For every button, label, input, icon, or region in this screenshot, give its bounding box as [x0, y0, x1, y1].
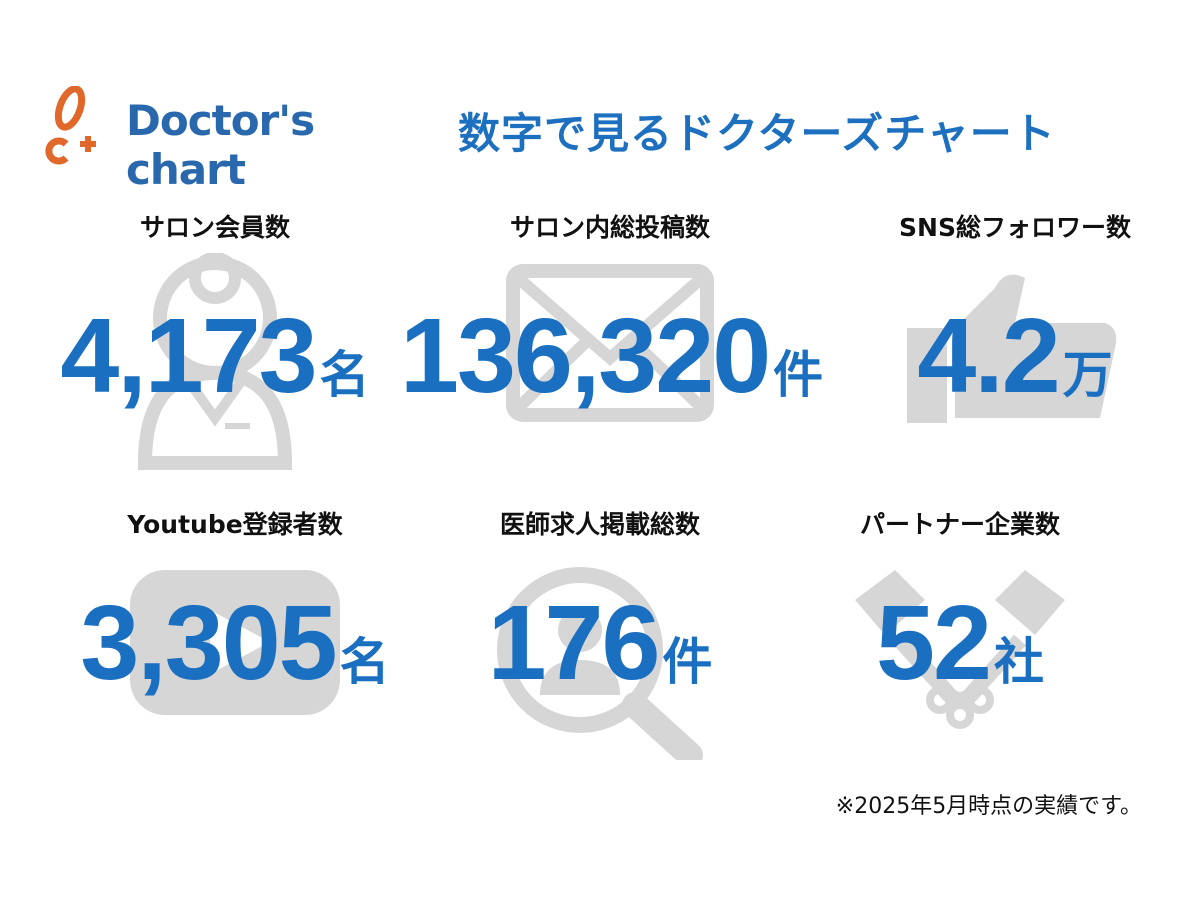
stat-number: 52 — [876, 584, 992, 702]
stat-job-listings: 医師求人掲載総数 176件 — [390, 505, 810, 765]
stat-members: サロン会員数 4,173名 — [5, 208, 425, 470]
stat-value: 52社 — [750, 583, 1170, 704]
stat-unit: 社 — [993, 634, 1044, 690]
stat-number: 4,173 — [60, 297, 317, 415]
stat-label: Youtube登録者数 — [127, 510, 343, 539]
play-button-icon — [130, 570, 340, 715]
magnifier-person-icon — [497, 567, 703, 760]
stat-unit: 名 — [319, 347, 370, 403]
handshake-icon — [855, 570, 1065, 729]
thumbs-up-icon — [907, 274, 1117, 423]
stat-value: 4.2万 — [805, 296, 1200, 417]
footnote: ※2025年5月時点の実績です。 — [835, 794, 1142, 819]
doctor-icon — [137, 253, 293, 470]
stat-value: 4,173名 — [5, 296, 425, 417]
stat-unit: 万 — [1062, 347, 1113, 403]
logo-text: Doctor's chart — [126, 96, 315, 194]
doctors-chart-logo-mark-icon — [45, 85, 96, 165]
stat-unit: 件 — [773, 347, 824, 403]
stat-partners: パートナー企業数 52社 — [750, 505, 1170, 765]
stat-label: 医師求人掲載総数 — [499, 510, 700, 539]
envelope-icon — [506, 264, 714, 422]
stat-youtube: Youtube登録者数 3,305名 — [25, 505, 445, 765]
stat-number: 4.2 — [917, 297, 1060, 415]
page-title: 数字で見るドクターズチャート — [458, 109, 1056, 158]
stat-number: 176 — [487, 584, 661, 702]
stat-label: パートナー企業数 — [859, 510, 1060, 539]
stat-label: サロン会員数 — [139, 213, 290, 242]
stat-number: 3,305 — [80, 584, 337, 702]
stat-unit: 件 — [662, 634, 713, 690]
stat-label: SNS総フォロワー数 — [899, 213, 1131, 242]
stat-sns-followers: SNS総フォロワー数 4.2万 — [805, 208, 1200, 468]
stat-unit: 名 — [339, 634, 390, 690]
stat-value: 136,320件 — [400, 296, 824, 417]
stat-posts: サロン内総投稿数 136,320件 — [400, 208, 824, 468]
stat-number: 136,320 — [400, 297, 771, 415]
stat-value: 176件 — [390, 583, 810, 704]
stat-label: サロン内総投稿数 — [509, 213, 710, 242]
logo: Doctor's chart — [40, 85, 440, 194]
stat-value: 3,305名 — [25, 583, 445, 704]
